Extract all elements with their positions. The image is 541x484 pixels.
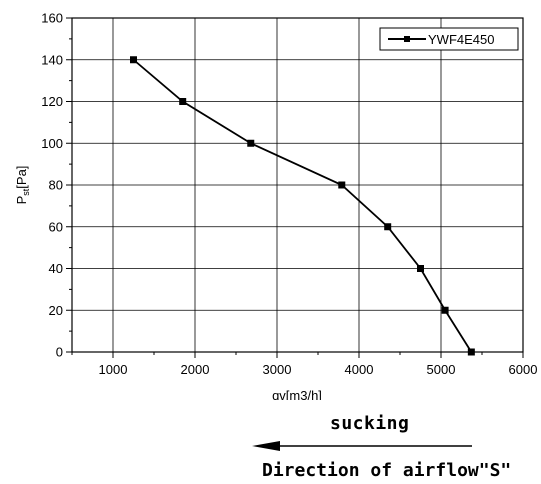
legend: YWF4E450	[379, 27, 519, 51]
tick-labels: 1000 2000 3000 4000 5000 6000 0 20 40 60 80 100 120 1…	[41, 11, 537, 378]
y-tick-label: 160	[41, 11, 63, 26]
data-point	[467, 348, 475, 356]
x-tick-label: 6000	[509, 362, 538, 377]
legend-box	[379, 27, 519, 51]
y-tick-label: 80	[49, 178, 63, 193]
data-point	[384, 223, 392, 231]
x-tick-label: 1000	[99, 362, 128, 377]
y-tick-label: 100	[41, 136, 63, 151]
y-tick-label: 40	[49, 261, 63, 276]
y-tick-label: 20	[49, 303, 63, 318]
series-layer	[130, 56, 475, 356]
sucking-caption: sucking	[330, 413, 410, 434]
y-axis-title: Pst[Pa]	[14, 166, 31, 205]
tick-marks	[66, 17, 524, 358]
y-tick-label: 0	[56, 345, 63, 360]
series-line	[132, 59, 473, 353]
y-axis-title-main: P	[14, 196, 29, 205]
data-point	[179, 98, 187, 105]
data-point	[247, 139, 255, 147]
legend-marker	[404, 36, 410, 42]
data-point	[338, 181, 346, 189]
airflow-arrow-icon	[252, 441, 472, 451]
x-tick-label: 4000	[345, 362, 374, 377]
grid-lines	[72, 18, 523, 352]
x-tick-label: 2000	[181, 362, 210, 377]
airflow-direction-caption: Direction of airflow"S"	[262, 460, 512, 481]
legend-label: YWF4E450	[428, 32, 494, 47]
x-axis-title: qv[m3/h]	[272, 388, 322, 400]
y-axis-title-unit: [Pa]	[14, 166, 29, 189]
x-tick-label: 3000	[263, 362, 292, 377]
y-tick-label: 60	[49, 219, 63, 234]
data-point	[441, 306, 449, 314]
y-tick-label: 140	[41, 52, 63, 67]
y-tick-label: 120	[41, 94, 63, 109]
x-tick-label: 5000	[427, 362, 456, 377]
fan-curve-chart: 1000 2000 3000 4000 5000 6000 0 20 40 60 80 100 120 1…	[14, 11, 537, 401]
data-point	[417, 265, 424, 272]
data-point	[130, 56, 137, 64]
y-axis-title-sub: st	[21, 188, 31, 196]
